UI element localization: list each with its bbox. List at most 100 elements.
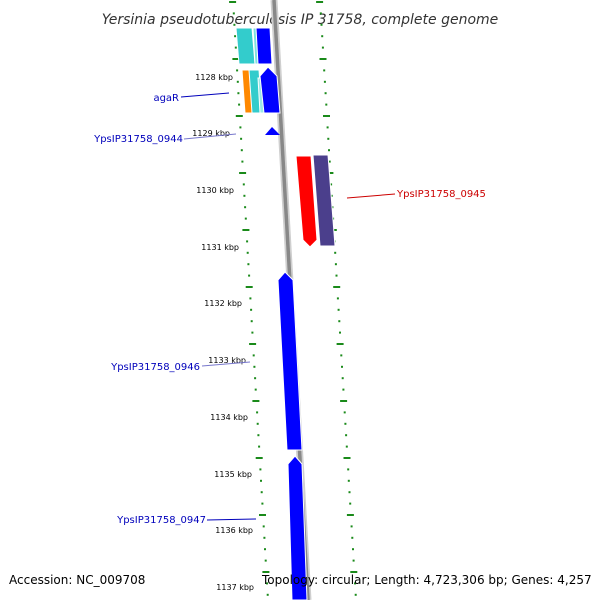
outer-tick [346,514,354,516]
inner-tick [240,137,243,140]
outer-tick [336,297,339,300]
scale-label: 1130 kbp [196,186,234,195]
outer-tick [354,593,357,596]
gene-0947[interactable] [287,455,308,600]
inner-tick [242,183,245,186]
gene-features [235,27,336,600]
outer-tick [340,354,343,357]
outer-tick [341,365,343,368]
outer-tick [347,479,350,482]
outer-tick [338,320,341,323]
inner-tick [259,468,262,471]
inner-tick [255,457,263,459]
outer-tick [326,172,334,174]
inner-tick [229,1,237,3]
outer-tick [326,126,329,129]
inner-tick [256,422,259,425]
inner-tick [234,46,237,49]
leader-0946 [201,361,251,367]
inner-tick [259,514,266,516]
inner-tick [242,229,250,231]
inner-tick [236,69,239,72]
outer-tick [339,331,341,334]
inner-tick [241,160,244,163]
gene-label-0947[interactable]: YpsIP31758_0947 [116,515,206,526]
inner-tick [250,320,253,323]
outer-tick [320,23,323,26]
inner-tick [248,274,251,277]
gene-label-0945[interactable]: YpsIP31758_0945 [396,189,486,200]
inner-tick [254,388,257,391]
inner-tick [260,479,262,482]
inner-tick [252,400,260,402]
inner-tick [232,58,240,60]
gene-labels: agaR YpsIP31758_0944 YpsIP31758_0945 Yps… [93,93,486,526]
outer-tick [345,434,348,437]
leader-agar [180,92,230,98]
scale-label: 1131 kbp [201,243,239,252]
inner-tick [264,548,266,551]
outer-tick [343,411,346,414]
scale-label: 1129 kbp [192,129,230,138]
outer-tick [323,80,326,83]
outer-tick [354,582,356,585]
gene-0945-purple[interactable] [312,154,336,247]
inner-tick [239,172,247,174]
gene-label-agar[interactable]: agaR [153,93,179,104]
outer-tick [350,571,358,573]
gene-label-leaders [180,92,396,521]
inner-tick [246,240,249,243]
scale-label: 1134 kbp [210,413,248,422]
outer-tick [334,251,337,254]
outer-tick [345,445,348,448]
gene-0945-red[interactable] [295,155,318,248]
outer-tick [333,286,341,288]
inner-tick [256,411,259,414]
outer-tick [342,388,345,391]
outer-tick [325,103,328,106]
inner-tick [236,80,239,83]
inner-tick [261,502,264,505]
inner-tick [239,126,242,129]
outer-tick [349,502,352,505]
gene-0944[interactable] [265,127,280,135]
outer-tick [323,115,330,117]
leader-0945 [346,193,396,199]
outer-tick [336,343,344,345]
inner-tick-track [229,1,270,596]
inner-tick [243,194,246,197]
inner-tick [247,263,250,266]
outer-tick [319,58,327,60]
outer-tick [328,149,330,152]
gene-cyan-1[interactable] [235,27,256,65]
outer-tick [352,559,355,562]
gene-blue-arrow[interactable] [259,66,281,114]
inner-tick [233,23,236,26]
inner-tick [249,297,252,300]
scale-label: 1136 kbp [215,526,253,535]
scale-label: 1132 kbp [204,299,242,308]
outer-tick [350,525,353,528]
leader-0944 [183,133,237,140]
gene-label-0946[interactable]: YpsIP31758_0946 [110,362,200,373]
inner-tick [264,559,267,562]
outer-tick [348,491,351,494]
outer-tick [337,308,340,311]
outer-tick [340,400,348,402]
scale-label: 1137 kbp [216,583,254,592]
outer-tick-track [316,1,358,596]
gene-0946[interactable] [277,271,303,451]
inner-tick [263,536,266,539]
outer-tick [330,194,333,197]
outer-tick [341,377,344,380]
outer-tick [334,263,337,266]
outer-tick [316,1,324,3]
inner-tick [253,365,256,368]
outer-tick [324,92,327,95]
inner-tick [237,92,240,95]
gene-blue-top[interactable] [255,27,273,65]
inner-tick [257,434,260,437]
inner-tick [251,331,254,334]
gene-label-0944[interactable]: YpsIP31758_0944 [93,134,183,145]
outer-tick [327,137,330,140]
